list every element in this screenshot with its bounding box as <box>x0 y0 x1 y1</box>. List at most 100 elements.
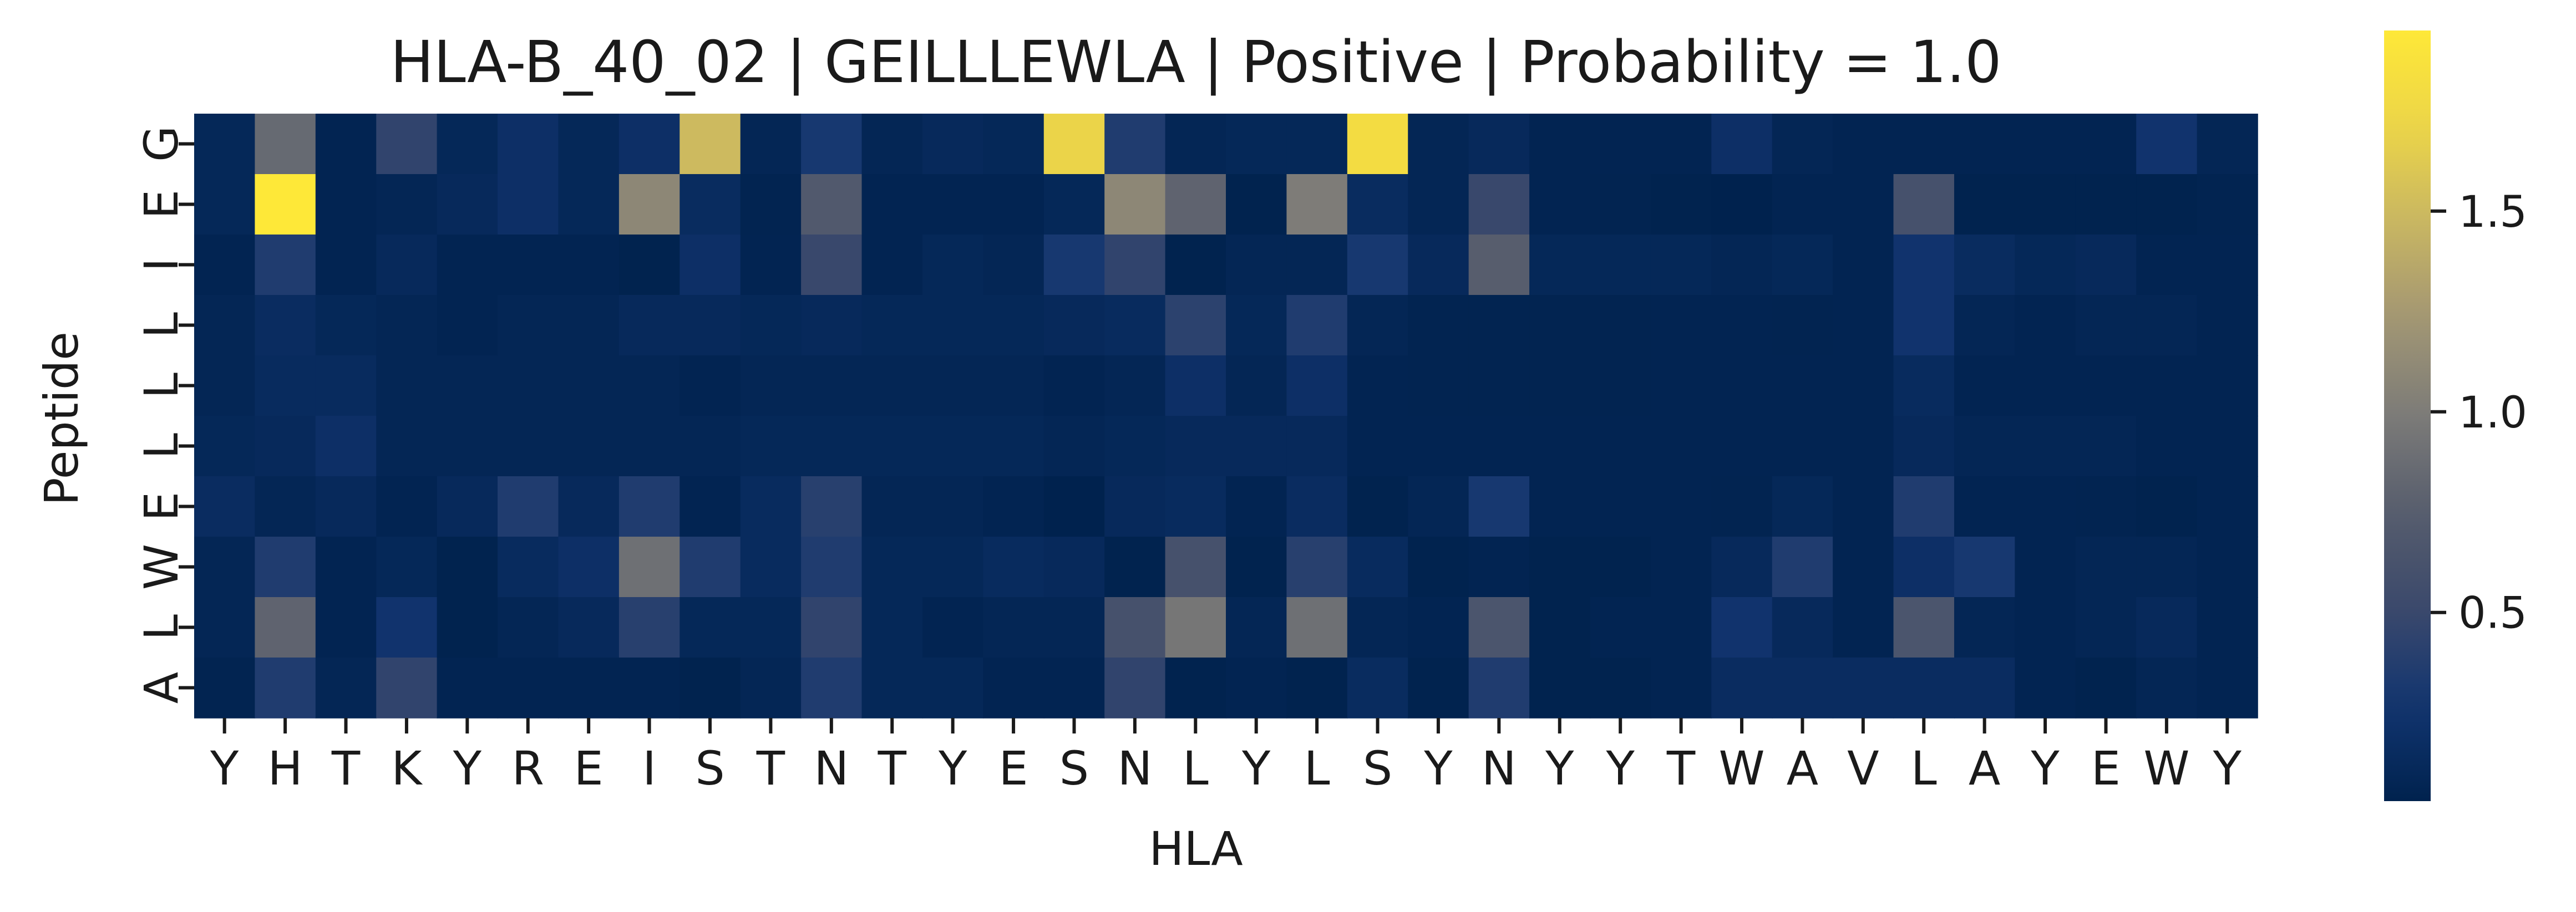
y-tick-label: L <box>134 433 189 459</box>
heatmap-cell <box>1650 537 1712 598</box>
heatmap-cell <box>1043 295 1105 356</box>
heatmap-cell <box>983 114 1044 175</box>
heatmap-cell <box>2136 537 2198 598</box>
heatmap-cell <box>922 476 984 537</box>
heatmap-cell <box>801 537 863 598</box>
heatmap-cell <box>1104 355 1166 416</box>
x-tick-label: S <box>1363 741 1392 796</box>
heatmap-cell <box>376 476 438 537</box>
heatmap-cell <box>2015 537 2076 598</box>
heatmap-cell <box>1104 174 1166 235</box>
heatmap-cell <box>255 658 316 719</box>
x-tick-label: L <box>1183 741 1209 796</box>
x-tick-label: Y <box>2030 741 2060 796</box>
heatmap-cell <box>315 235 377 295</box>
heatmap-cell <box>1104 114 1166 175</box>
heatmap-cell <box>437 355 498 416</box>
heatmap-cell <box>255 416 316 477</box>
heatmap-cell <box>1650 295 1712 356</box>
heatmap-cell <box>376 537 438 598</box>
heatmap-cell <box>1347 416 1409 477</box>
heatmap-cell <box>861 597 923 658</box>
heatmap-cell <box>1711 658 1773 719</box>
heatmap-cell <box>498 114 559 175</box>
heatmap-cell <box>194 537 256 598</box>
heatmap-cell <box>740 537 802 598</box>
heatmap-cell <box>1468 114 1530 175</box>
heatmap-cell <box>1590 235 1651 295</box>
heatmap-cell <box>1165 658 1226 719</box>
heatmap-cell <box>1711 174 1773 235</box>
heatmap-cell <box>2136 114 2198 175</box>
heatmap-cell <box>680 658 741 719</box>
heatmap-cell <box>1226 658 1287 719</box>
heatmap-cell <box>1590 658 1651 719</box>
heatmap-cell <box>1954 355 2016 416</box>
heatmap-cell <box>1772 658 1833 719</box>
heatmap-cell <box>1954 235 2016 295</box>
heatmap-cell <box>1711 597 1773 658</box>
heatmap-cell <box>1833 658 1894 719</box>
x-tick-label: Y <box>1423 741 1453 796</box>
heatmap-cell <box>922 295 984 356</box>
heatmap-cell <box>861 658 923 719</box>
heatmap-cell <box>1529 174 1591 235</box>
heatmap-cell <box>315 537 377 598</box>
heatmap-cell <box>1226 416 1287 477</box>
heatmap-cell <box>1590 295 1651 356</box>
x-tick-label: N <box>1117 741 1152 796</box>
heatmap-cell <box>1347 174 1409 235</box>
y-tick-label: L <box>134 312 189 338</box>
heatmap-cell <box>2015 416 2076 477</box>
heatmap-cell <box>315 295 377 356</box>
heatmap-cell <box>1893 235 1955 295</box>
heatmap-cell <box>1711 537 1773 598</box>
heatmap-cell <box>2075 416 2137 477</box>
heatmap-cell <box>1226 597 1287 658</box>
heatmap-cell <box>1468 174 1530 235</box>
heatmap-cell <box>740 355 802 416</box>
heatmap-cell <box>315 416 377 477</box>
heatmap-cell <box>2197 537 2258 598</box>
heatmap-cell <box>1347 537 1409 598</box>
heatmap-cell <box>2197 355 2258 416</box>
heatmap-cell <box>1772 537 1833 598</box>
heatmap-cell <box>1711 476 1773 537</box>
heatmap-cell <box>1165 537 1226 598</box>
heatmap-cell <box>1165 295 1226 356</box>
heatmap-cell <box>437 476 498 537</box>
heatmap-cell <box>2197 658 2258 719</box>
heatmap-cell <box>1226 355 1287 416</box>
x-tick-label: T <box>756 741 785 796</box>
heatmap-cell <box>255 597 316 658</box>
heatmap-cell <box>983 235 1044 295</box>
heatmap-cell <box>194 174 256 235</box>
heatmap-cell <box>1772 174 1833 235</box>
heatmap-cell <box>376 658 438 719</box>
heatmap-cell <box>1893 597 1955 658</box>
heatmap-cell <box>1893 476 1955 537</box>
heatmap-cell <box>2015 174 2076 235</box>
heatmap-cell <box>1347 658 1409 719</box>
heatmap-cell <box>437 658 498 719</box>
heatmap-cell <box>1650 235 1712 295</box>
heatmap-cell <box>1529 114 1591 175</box>
heatmap-cell <box>1408 114 1469 175</box>
heatmap-cell <box>1286 416 1348 477</box>
x-tick-label: H <box>268 741 303 796</box>
heatmap-cell <box>1529 658 1591 719</box>
x-tick-label: E <box>574 741 604 796</box>
heatmap-cell <box>1590 174 1651 235</box>
y-tick-label: I <box>134 258 189 272</box>
heatmap-cell <box>1954 114 2016 175</box>
y-tick-label: G <box>134 126 189 162</box>
heatmap-cell <box>498 355 559 416</box>
heatmap-cell <box>194 114 256 175</box>
heatmap-cell <box>618 416 681 477</box>
heatmap-cell <box>983 597 1044 658</box>
heatmap-cell <box>1043 174 1105 235</box>
heatmap-cell <box>1529 476 1591 537</box>
heatmap-cell <box>1043 355 1105 416</box>
heatmap-cell <box>558 174 620 235</box>
